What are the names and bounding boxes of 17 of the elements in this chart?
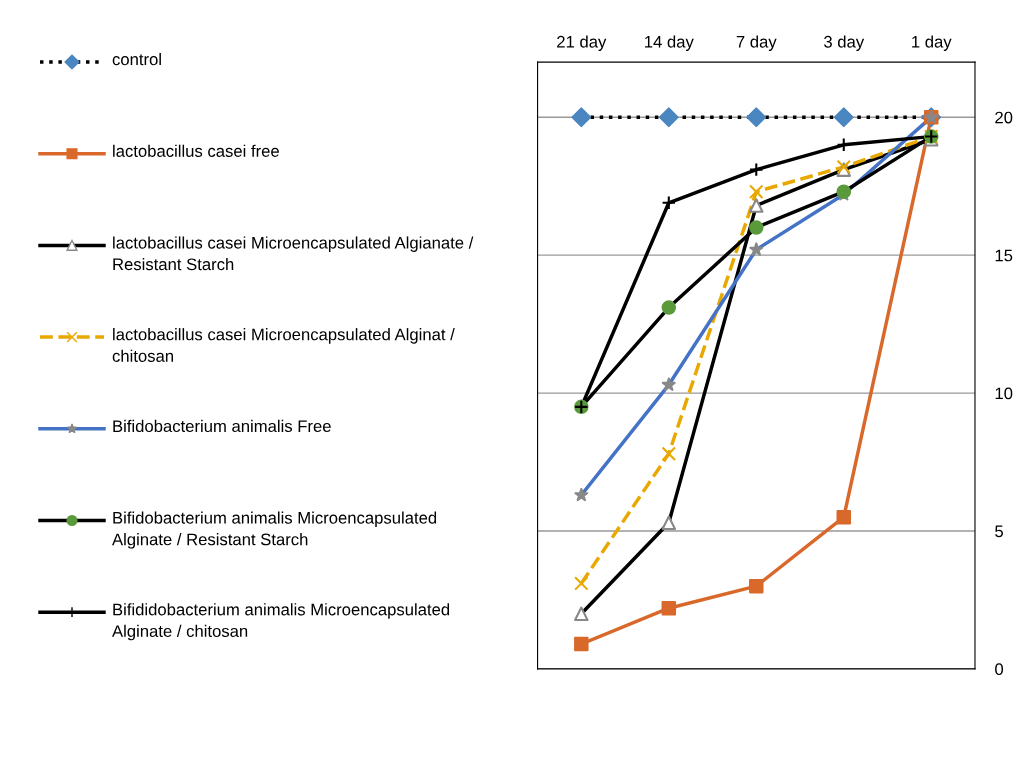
y-tick-label: 0 (995, 663, 1004, 676)
x-tick-label: 3 day (824, 35, 865, 51)
legend-label: Bifididobacterium animalis Microencapsulated Alginate / chitosan (112, 603, 450, 641)
x-tick-label: 14 day (645, 35, 694, 51)
legend-label: Bifidobacterium animalis Microencapsulated Alginate / Resistant Starch (112, 511, 437, 549)
legend-label: control (112, 53, 161, 66)
legend-label: lactobacillus casei Microencapsulated Alginat / chitosan (112, 328, 455, 362)
y-tick-label: 5 (995, 525, 1003, 538)
x-tick-label: 1 day (912, 35, 952, 51)
legend-label: lactobacillus casei free (113, 144, 279, 157)
x-tick-label: 21 day (557, 35, 607, 51)
legend-label: lactobacillus casei Microencapsulated Algianate / Resistant Starch (113, 236, 474, 271)
y-tick-label: 10 (995, 387, 1013, 400)
y-tick-label: 15 (995, 249, 1013, 262)
y-tick-label: 20 (995, 111, 1013, 124)
x-tick-label: 7 day (736, 35, 777, 51)
legend-label: Bifidobacterium animalis Free (113, 419, 331, 433)
